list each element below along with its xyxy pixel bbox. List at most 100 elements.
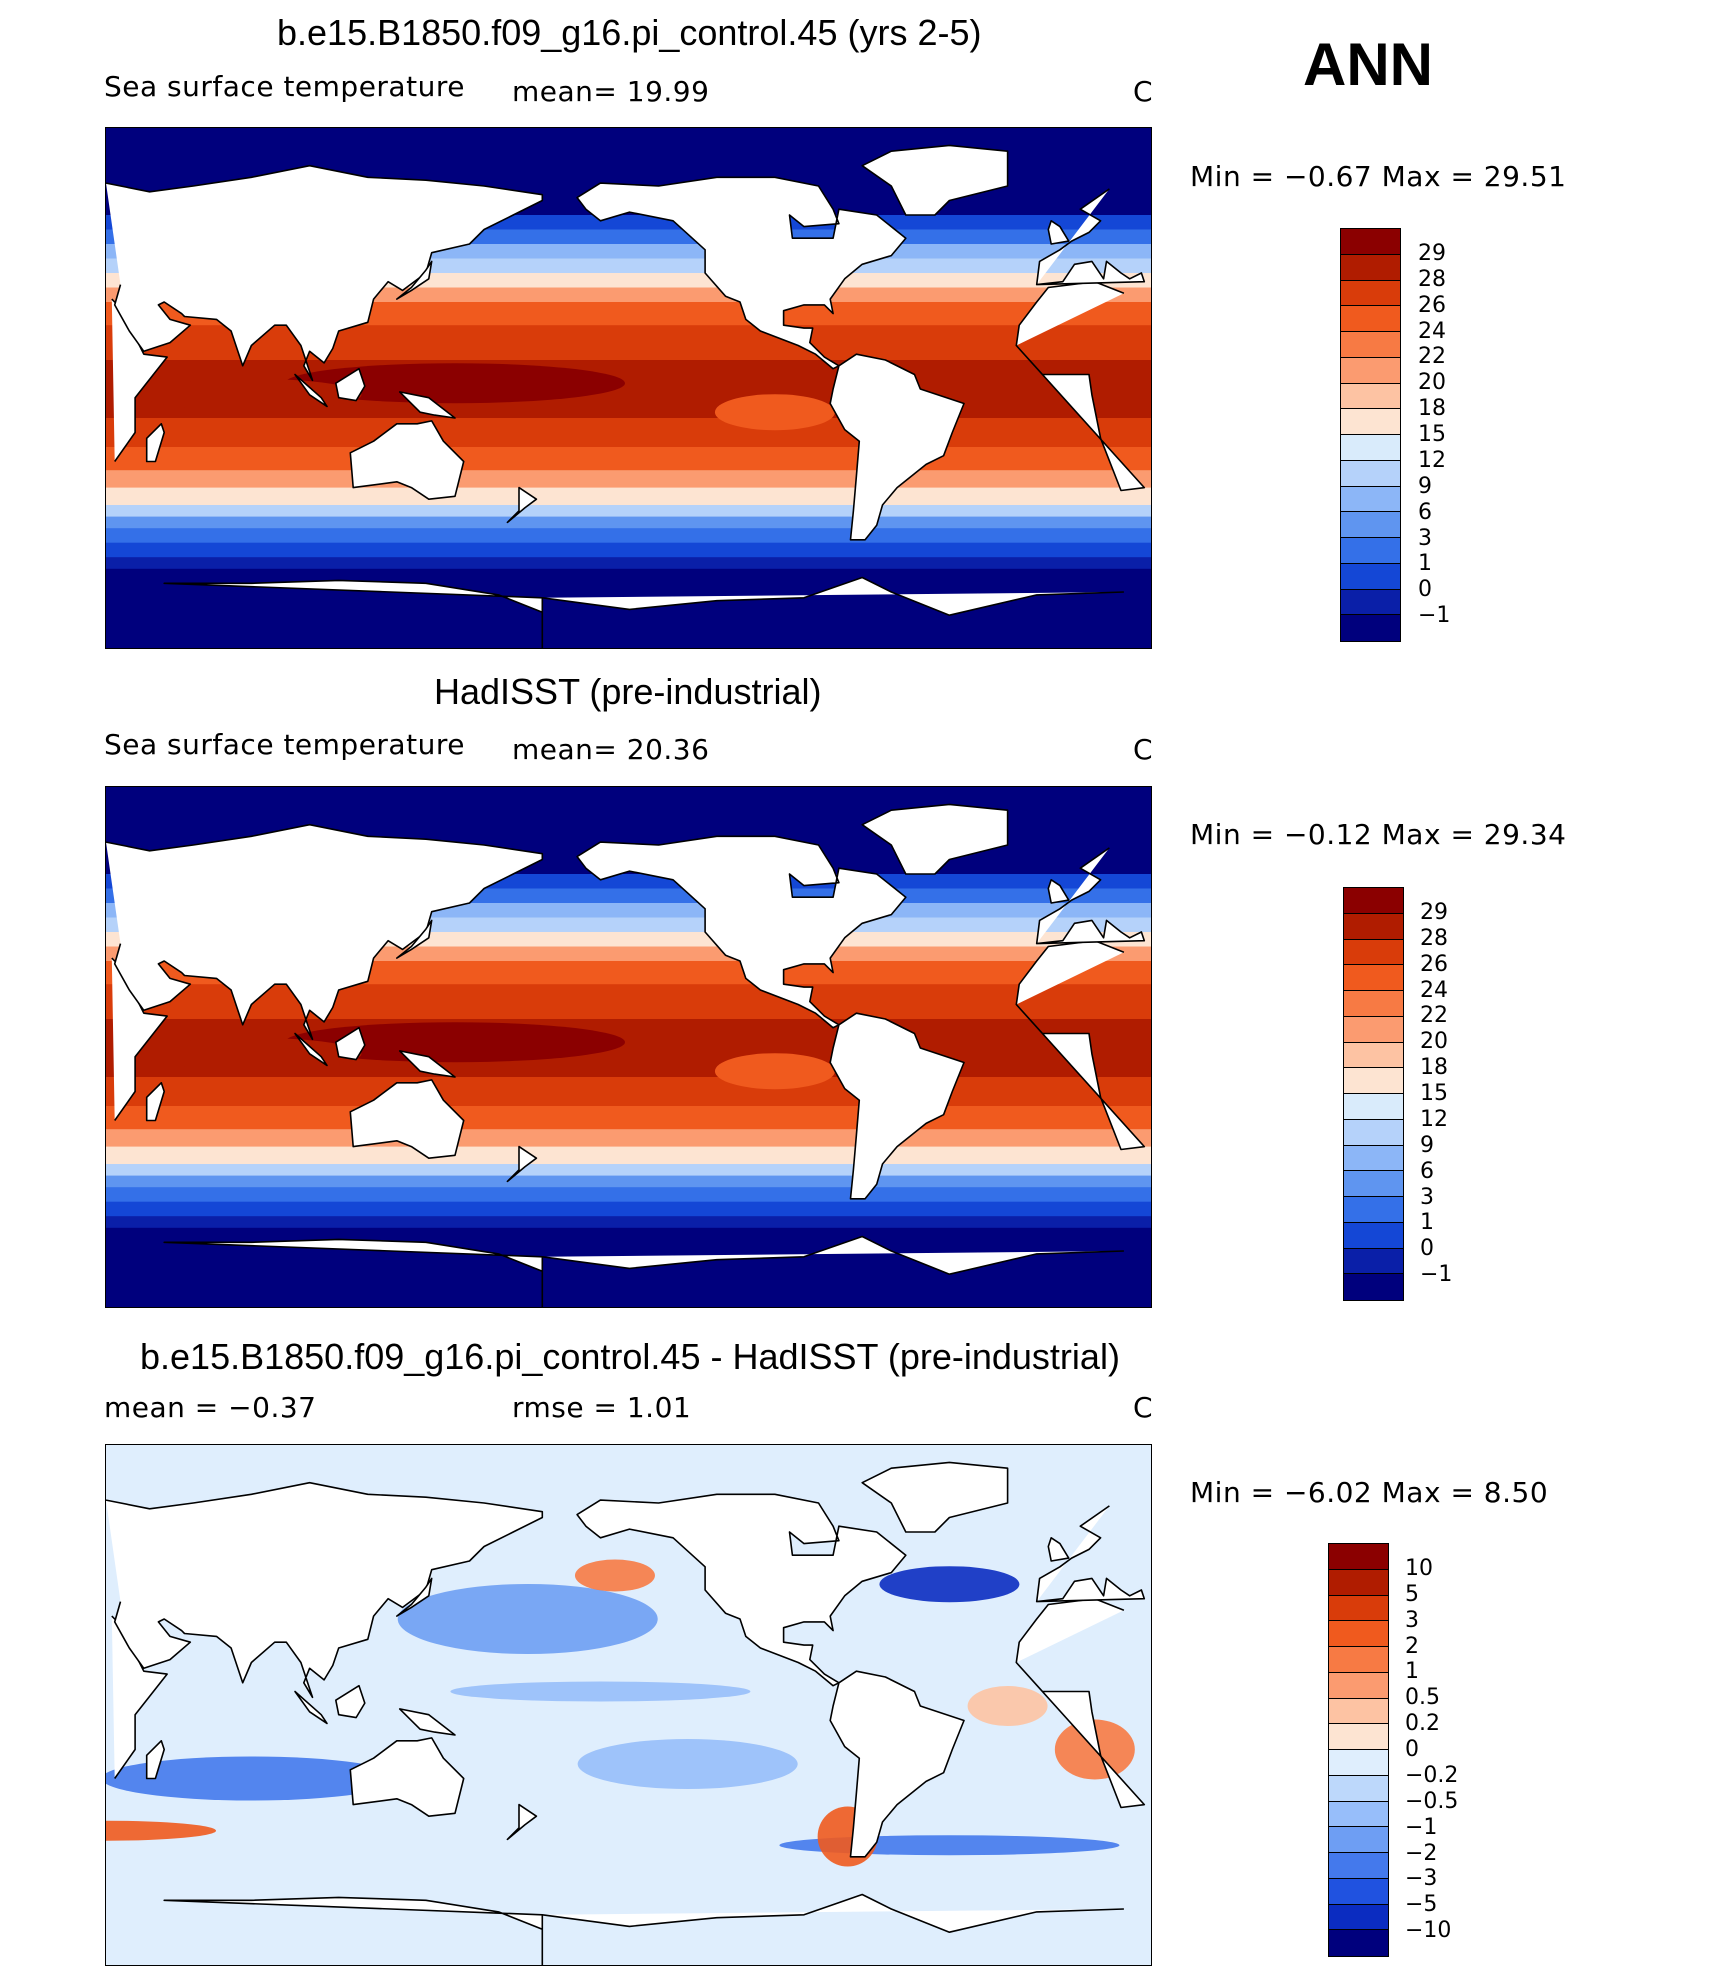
- colorbar-swatch: [1329, 1827, 1388, 1853]
- colorbar-tick-label: 9: [1420, 1132, 1434, 1158]
- colorbar-swatch: [1344, 1197, 1403, 1223]
- field-label-obs: Sea surface temperature: [104, 728, 465, 761]
- sst-map-obs: [105, 786, 1152, 1308]
- colorbar-tick-label: −1: [1405, 1814, 1438, 1840]
- colorbar-obs: [1343, 887, 1404, 1301]
- colorbar-tick-label: −1: [1420, 1262, 1453, 1288]
- colorbar-tick-label: 5: [1405, 1581, 1419, 1607]
- colorbar-swatch: [1329, 1904, 1388, 1931]
- colorbar-swatch: [1344, 991, 1403, 1017]
- colorbar-tick-label: −10: [1405, 1918, 1452, 1944]
- colorbar-swatch: [1329, 1672, 1388, 1699]
- colorbar-tick-label: 6: [1418, 499, 1432, 525]
- minmax-label-diff: Min = −6.02 Max = 8.50: [1190, 1476, 1549, 1509]
- colorbar-tick-label: 28: [1420, 925, 1448, 951]
- units-label-obs: C: [1133, 733, 1154, 766]
- colorbar-swatch: [1344, 1248, 1403, 1275]
- colorbar-tick-label: 12: [1418, 447, 1446, 473]
- colorbar-tick-label: 1: [1405, 1659, 1419, 1685]
- colorbar-swatch: [1341, 254, 1400, 281]
- colorbar-swatch: [1329, 1930, 1388, 1956]
- units-label-diff: C: [1133, 1391, 1154, 1424]
- colorbar-swatch: [1329, 1801, 1388, 1828]
- colorbar-swatch: [1341, 306, 1400, 332]
- colorbar-tick-label: 1: [1420, 1210, 1434, 1236]
- colorbar-tick-label: 24: [1418, 318, 1446, 344]
- minmax-label-obs: Min = −0.12 Max = 29.34: [1190, 818, 1567, 851]
- colorbar-swatch: [1344, 1094, 1403, 1120]
- colorbar-tick-label: 26: [1418, 292, 1446, 318]
- colorbar-tick-label: 0: [1405, 1737, 1419, 1762]
- map-canvas: [106, 128, 1151, 648]
- colorbar-tick-label: 15: [1420, 1081, 1448, 1106]
- panel-title-model: b.e15.B1850.f09_g16.pi_control.45 (yrs 2…: [277, 12, 982, 53]
- colorbar-swatch: [1341, 357, 1400, 384]
- colorbar-swatch: [1329, 1698, 1388, 1725]
- colorbar-tick-label: 0: [1418, 577, 1432, 603]
- season-label: ANN: [1303, 31, 1433, 98]
- colorbar-swatch: [1329, 1750, 1388, 1776]
- colorbar-tick-label: 18: [1420, 1055, 1448, 1081]
- colorbar-swatch: [1341, 435, 1400, 461]
- colorbar-tick-label: 0.5: [1405, 1685, 1440, 1711]
- colorbar-swatch: [1344, 1145, 1403, 1172]
- colorbar-swatch: [1329, 1724, 1388, 1750]
- colorbar-swatch: [1344, 1222, 1403, 1249]
- colorbar-tick-label: 0: [1420, 1236, 1434, 1262]
- colorbar-tick-label: 18: [1418, 396, 1446, 422]
- colorbar-swatch: [1341, 383, 1400, 410]
- colorbar-swatch: [1341, 280, 1400, 307]
- colorbar-swatch: [1329, 1621, 1388, 1647]
- colorbar-tick-label: −5: [1405, 1892, 1438, 1918]
- colorbar-diff: [1328, 1543, 1389, 1957]
- colorbar-swatch: [1344, 1171, 1403, 1197]
- colorbar-tick-label: −1: [1418, 603, 1451, 629]
- colorbar-tick-label: 28: [1418, 266, 1446, 292]
- colorbar-swatch: [1329, 1647, 1388, 1673]
- colorbar-tick-label: 3: [1420, 1184, 1434, 1210]
- mean-label-diff: mean = −0.37: [104, 1391, 317, 1424]
- mean-label-obs: mean= 20.36: [512, 733, 710, 766]
- colorbar-tick-label: −0.5: [1405, 1788, 1459, 1814]
- colorbar-swatch: [1341, 409, 1400, 435]
- colorbar-tick-label: 3: [1405, 1607, 1419, 1633]
- colorbar-tick-label: 9: [1418, 473, 1432, 499]
- colorbar-swatch: [1329, 1544, 1388, 1570]
- colorbar-swatch: [1329, 1775, 1388, 1802]
- colorbar-tick-label: 3: [1418, 525, 1432, 551]
- colorbar-swatch: [1344, 1042, 1403, 1069]
- colorbar-swatch: [1341, 512, 1400, 538]
- colorbar-tick-label: 0.2: [1405, 1711, 1440, 1737]
- colorbar-tick-label: 15: [1418, 422, 1446, 447]
- colorbar-tick-label: 12: [1420, 1106, 1448, 1132]
- colorbar-swatch: [1344, 1016, 1403, 1043]
- sst-map-model: [105, 127, 1152, 649]
- colorbar-tick-label: −0.2: [1405, 1762, 1459, 1788]
- field-label-model: Sea surface temperature: [104, 70, 465, 103]
- minmax-label-model: Min = −0.67 Max = 29.51: [1190, 160, 1567, 193]
- colorbar-swatch: [1341, 460, 1400, 487]
- colorbar-tick-label: 29: [1420, 899, 1448, 925]
- colorbar-tick-label: 20: [1418, 370, 1446, 396]
- colorbar-tick-label: 26: [1420, 951, 1448, 977]
- colorbar-tick-label: 1: [1418, 551, 1432, 577]
- colorbar-swatch: [1344, 913, 1403, 940]
- colorbar-tick-label: 22: [1418, 344, 1446, 370]
- colorbar-swatch: [1344, 939, 1403, 966]
- colorbar-swatch: [1344, 1274, 1403, 1300]
- colorbar-tick-label: 10: [1405, 1555, 1433, 1581]
- map-canvas: [106, 1445, 1151, 1965]
- colorbar-swatch: [1341, 332, 1400, 358]
- colorbar-model: [1340, 228, 1401, 642]
- colorbar-tick-label: 22: [1420, 1003, 1448, 1029]
- panel-title-obs: HadISST (pre-industrial): [434, 671, 822, 712]
- colorbar-swatch: [1344, 888, 1403, 914]
- panel-title-diff: b.e15.B1850.f09_g16.pi_control.45 - HadI…: [140, 1336, 1120, 1377]
- rmse-label-diff: rmse = 1.01: [512, 1391, 692, 1424]
- colorbar-swatch: [1344, 965, 1403, 991]
- colorbar-tick-label: 6: [1420, 1158, 1434, 1184]
- colorbar-tick-label: 29: [1418, 240, 1446, 266]
- colorbar-swatch: [1341, 486, 1400, 513]
- colorbar-tick-label: 2: [1405, 1633, 1419, 1659]
- colorbar-swatch: [1341, 615, 1400, 641]
